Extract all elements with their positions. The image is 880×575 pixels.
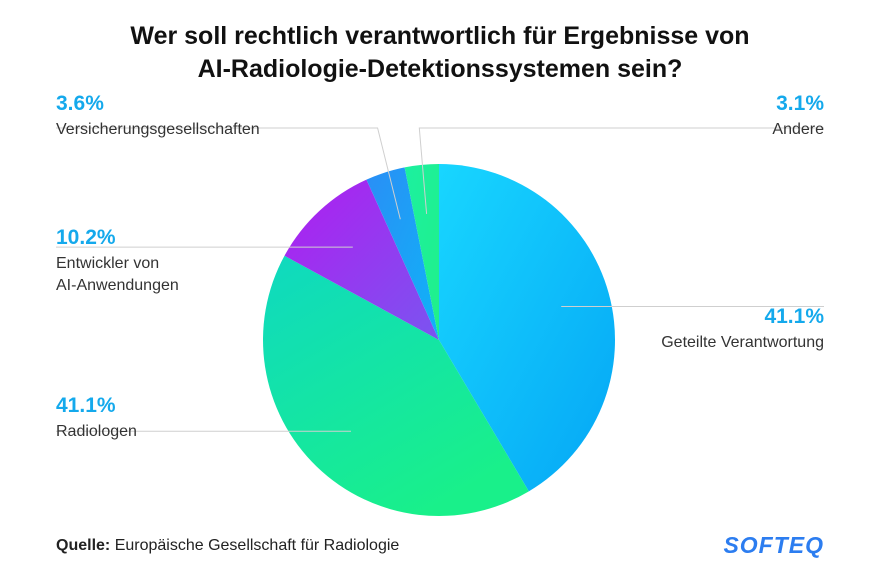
slice-value-label-1: 41.1% <box>764 305 824 328</box>
leader-line-5 <box>418 127 824 214</box>
title-line-1: Wer soll rechtlich verantwortlich für Er… <box>130 22 750 50</box>
pie-slice-1 <box>439 164 616 492</box>
softeq-logo: SOFTEQ <box>723 532 824 558</box>
pie-slice-3 <box>284 179 439 340</box>
slice-category-label-5-1: Andere <box>772 121 824 138</box>
source-text: Europäische Gesellschaft für Radiologie <box>114 537 400 554</box>
source-label: Quelle: <box>56 537 111 554</box>
slice-category-label-3-1: Entwickler von <box>56 255 159 272</box>
pie-slice-4 <box>366 167 439 340</box>
slice-category-label-4-1: Versicherungsgesellschaften <box>56 121 260 138</box>
slice-value-label-3: 10.2% <box>56 226 116 249</box>
slice-value-label-4: 3.6% <box>56 92 104 115</box>
slice-category-label-2-1: Radiologen <box>56 423 137 440</box>
leader-line-4 <box>56 127 401 220</box>
slice-value-label-5: 3.1% <box>776 92 824 115</box>
slice-value-label-2: 41.1% <box>56 394 116 417</box>
slice-category-label-3-2: AI-Anwendungen <box>56 277 179 294</box>
source-note: Quelle: Europäische Gesellschaft für Rad… <box>56 537 399 555</box>
pie-slice-5 <box>404 164 439 340</box>
pie-slice-2 <box>263 255 529 517</box>
chart-title: Wer soll rechtlich verantwortlich für Er… <box>0 20 880 86</box>
title-line-2: AI-Radiologie-Detektionssystemen sein? <box>197 55 683 83</box>
slice-category-label-1-1: Geteilte Verantwortung <box>661 334 824 351</box>
